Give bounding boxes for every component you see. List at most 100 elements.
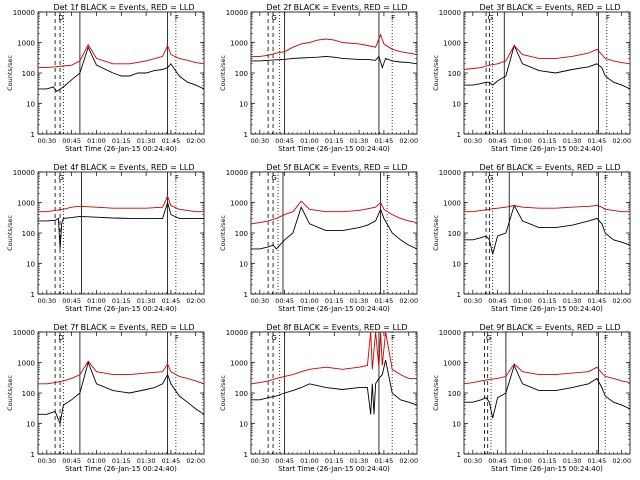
marker-label: F [175, 14, 179, 22]
y-axis-label: Counts/sec [432, 375, 440, 411]
detector-panel: Det 9f BLACK = Events, RED = LLD 1 10 100 10… [432, 323, 631, 473]
y-tick-label: 10000 [439, 169, 461, 177]
y-axis-label: Counts/sec [432, 215, 440, 251]
events-series-line [251, 360, 418, 415]
x-tick-label: 01:00 [87, 137, 106, 145]
marker-label: F [604, 334, 608, 342]
y-tick-label: 10000 [226, 9, 248, 17]
marker-label: F [606, 14, 610, 22]
marker-label: G [58, 174, 63, 182]
y-tick-label: 10000 [439, 9, 461, 17]
x-tick-label: 01:00 [513, 137, 532, 145]
marker-label: G [271, 174, 276, 182]
panel-title: Det 7f BLACK = Events, RED = LLD [53, 323, 194, 332]
x-tick-label: 01:30 [137, 137, 156, 145]
x-tick-label: 02:00 [399, 457, 418, 465]
x-tick-label: 00:30 [250, 297, 269, 305]
x-tick-label: 01:30 [350, 457, 369, 465]
x-tick-label: 02:00 [612, 457, 631, 465]
marker-label: G [488, 14, 493, 22]
marker-label: D [58, 334, 63, 342]
lld-series-line [463, 363, 631, 385]
x-tick-label: 02:00 [399, 297, 418, 305]
x-axis-label: Start Time (26-Jan-15 00:24:40) [491, 145, 603, 153]
y-tick-label: 10000 [13, 169, 35, 177]
plot-frame [37, 171, 205, 295]
y-tick-label: 100 [448, 230, 461, 238]
y-tick-label: 10 [239, 421, 248, 429]
y-tick-label: 1 [244, 451, 248, 459]
x-tick-label: 01:30 [350, 297, 369, 305]
lld-series-line [38, 360, 205, 385]
y-tick-label: 100 [235, 70, 248, 78]
marker-label: F [175, 334, 179, 342]
x-tick-label: 00:45 [488, 457, 507, 465]
y-tick-label: 1000 [230, 200, 248, 208]
x-tick-label: 00:30 [463, 457, 482, 465]
x-tick-label: 00:30 [250, 137, 269, 145]
detector-panel: Det 3f BLACK = Events, RED = LLD 1 10 100 10… [432, 3, 631, 153]
x-tick-label: 01:00 [513, 297, 532, 305]
lld-series-line [250, 331, 417, 385]
x-tick-label: 00:45 [275, 137, 294, 145]
x-tick-label: 01:00 [87, 297, 106, 305]
events-series-line [464, 204, 631, 255]
x-tick-label: 00:45 [488, 137, 507, 145]
y-tick-label: 10000 [13, 329, 35, 337]
lld-series-line [463, 44, 631, 70]
y-tick-label: 10 [452, 261, 461, 269]
marker-label: G [486, 334, 491, 342]
marker-label: G [488, 174, 493, 182]
events-series-line [464, 364, 631, 419]
x-tick-label: 01:45 [375, 457, 394, 465]
x-tick-label: 00:45 [62, 137, 81, 145]
y-tick-label: 1 [244, 291, 248, 299]
y-tick-label: 1 [244, 131, 248, 139]
x-tick-label: 00:45 [275, 297, 294, 305]
panel-title: Det 6f BLACK = Events, RED = LLD [479, 163, 620, 172]
y-tick-label: 1000 [230, 360, 248, 368]
detector-panel: Det 2f BLACK = Events, RED = LLD 1 10 100 10… [219, 3, 418, 153]
x-tick-label: 00:30 [37, 137, 56, 145]
y-tick-label: 100 [22, 390, 35, 398]
y-tick-label: 1000 [443, 360, 461, 368]
lld-series-line [250, 200, 418, 225]
x-tick-label: 01:45 [162, 297, 181, 305]
x-tick-label: 02:00 [612, 297, 631, 305]
x-tick-label: 01:30 [563, 297, 582, 305]
detector-panel: Det 8f BLACK = Events, RED = LLD 1 10 100 10… [219, 323, 418, 473]
x-tick-label: 01:15 [112, 457, 131, 465]
x-tick-label: 01:00 [300, 297, 319, 305]
lld-series-line [464, 205, 630, 213]
panel-title: Det 8f BLACK = Events, RED = LLD [266, 323, 407, 332]
x-tick-label: 00:30 [463, 297, 482, 305]
x-axis-label: Start Time (26-Jan-15 00:24:40) [65, 305, 177, 313]
panel-title: Det 3f BLACK = Events, RED = LLD [479, 3, 620, 12]
y-tick-label: 1000 [230, 40, 248, 48]
lld-series-line [251, 33, 418, 57]
y-tick-label: 100 [448, 390, 461, 398]
events-series-line [251, 206, 418, 250]
panel-title: Det 9f BLACK = Events, RED = LLD [479, 323, 620, 332]
y-tick-label: 1000 [17, 200, 35, 208]
detector-panel: Det 7f BLACK = Events, RED = LLD 1 10 100 10… [6, 323, 205, 473]
panel-title: Det 4f BLACK = Events, RED = LLD [53, 163, 194, 172]
x-axis-label: Start Time (26-Jan-15 00:24:40) [65, 145, 177, 153]
x-tick-label: 01:30 [137, 457, 156, 465]
y-tick-label: 10 [239, 101, 248, 109]
y-tick-label: 1 [457, 131, 461, 139]
y-tick-label: 100 [22, 230, 35, 238]
marker-label: F [391, 14, 395, 22]
x-tick-label: 01:45 [588, 137, 607, 145]
x-axis-label: Start Time (26-Jan-15 00:24:40) [491, 305, 603, 313]
x-tick-label: 02:00 [399, 137, 418, 145]
x-tick-label: 00:30 [37, 457, 56, 465]
x-axis-label: Start Time (26-Jan-15 00:24:40) [278, 465, 390, 473]
y-tick-label: 10000 [226, 169, 248, 177]
y-tick-label: 10000 [226, 329, 248, 337]
y-axis-label: Counts/sec [6, 215, 14, 251]
plot-frame [463, 11, 631, 135]
events-series-line [38, 200, 204, 249]
y-tick-label: 10 [239, 261, 248, 269]
y-tick-label: 1000 [17, 360, 35, 368]
